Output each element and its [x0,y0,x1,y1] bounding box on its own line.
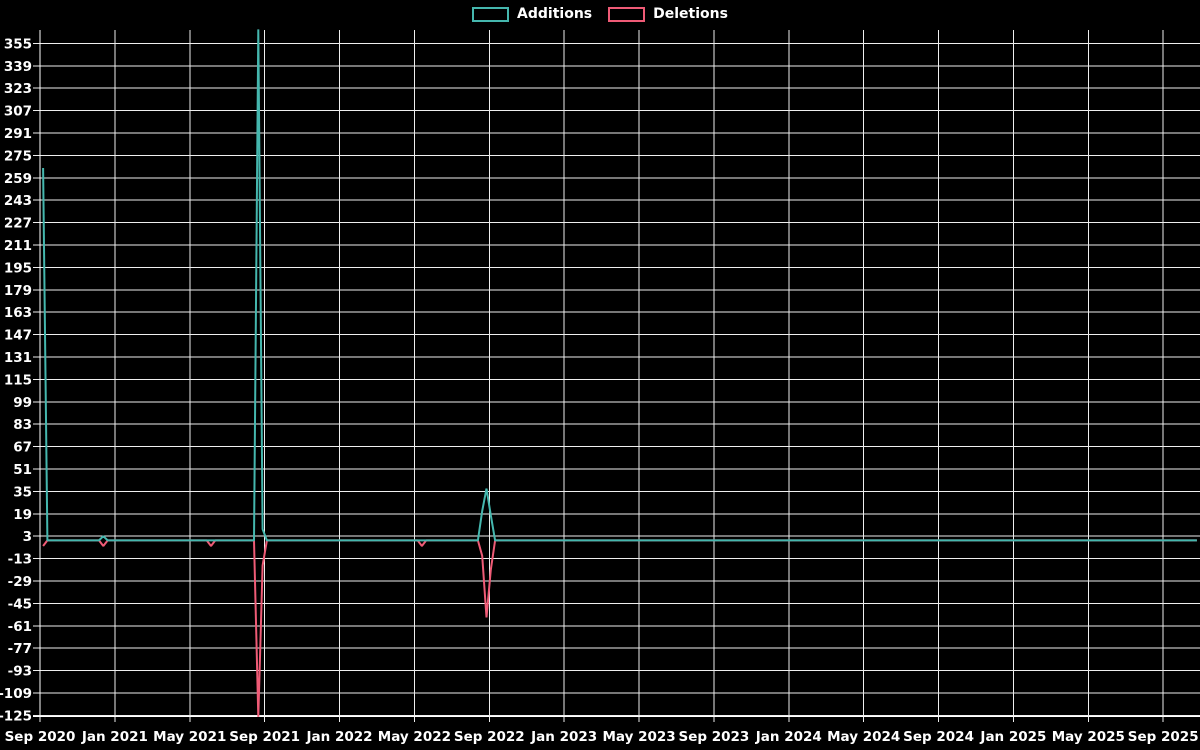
deletions-legend-label: Deletions [653,6,728,22]
x-tick-label: Sep 2024 [903,729,974,745]
y-tick-label: 307 [4,104,32,120]
deletions-swatch [608,6,646,22]
y-tick-label: -125 [0,708,32,724]
y-tick-label: 339 [4,59,32,75]
x-tick-label: Sep 2020 [5,729,76,745]
y-tick-label: -61 [8,619,32,635]
y-tick-label: 211 [4,238,32,254]
y-tick-label: -45 [8,596,32,612]
x-tick-label: Jan 2025 [979,729,1046,745]
y-tick-label: -93 [8,664,32,680]
y-tick-label: 355 [4,36,32,52]
x-tick-label: May 2022 [378,729,451,745]
y-tick-label: 275 [4,148,32,164]
x-tick-label: Jan 2024 [755,729,822,745]
y-tick-label: 179 [4,283,32,299]
y-tick-label: 67 [13,440,32,456]
y-tick-label: 115 [4,372,32,388]
x-tick-label: Sep 2025 [1128,729,1199,745]
legend-item-deletions: Deletions [608,6,728,22]
x-tick-label: May 2021 [153,729,226,745]
x-tick-label: Sep 2023 [679,729,750,745]
x-tick-label: May 2023 [602,729,675,745]
y-tick-label: 259 [4,171,32,187]
x-tick-label: Sep 2022 [454,729,525,745]
y-tick-label: 323 [4,81,32,97]
y-tick-label: 243 [4,193,32,209]
deletions-line [42,539,1197,717]
y-tick-label: 131 [4,350,32,366]
y-tick-label: -29 [8,574,32,590]
y-tick-label: 51 [13,462,32,478]
additions-swatch [472,6,510,22]
legend-item-additions: Additions [472,6,592,22]
y-tick-label: 291 [4,126,32,142]
y-tick-label: 19 [13,507,32,523]
x-tick-label: Jan 2022 [306,729,373,745]
y-tick-label: 35 [13,484,32,500]
x-tick-label: May 2024 [827,729,900,745]
y-tick-label: 227 [4,216,32,232]
x-tick-label: May 2025 [1052,729,1125,745]
x-tick-label: Jan 2021 [81,729,148,745]
x-tick-label: Sep 2021 [229,729,300,745]
additions-line [42,29,1197,542]
y-tick-label: 83 [13,417,32,433]
y-tick-label: 3 [23,529,32,545]
chart-legend: Additions Deletions [0,6,1200,22]
y-tick-label: -77 [8,641,32,657]
y-tick-label: 163 [4,305,32,321]
y-tick-label: 99 [13,395,32,411]
y-tick-label: 147 [4,328,32,344]
additions-legend-label: Additions [517,6,593,22]
y-tick-label: -13 [8,552,32,568]
y-tick-label: 195 [4,260,32,276]
y-tick-label: -109 [0,686,32,702]
x-tick-label: Jan 2023 [530,729,597,745]
